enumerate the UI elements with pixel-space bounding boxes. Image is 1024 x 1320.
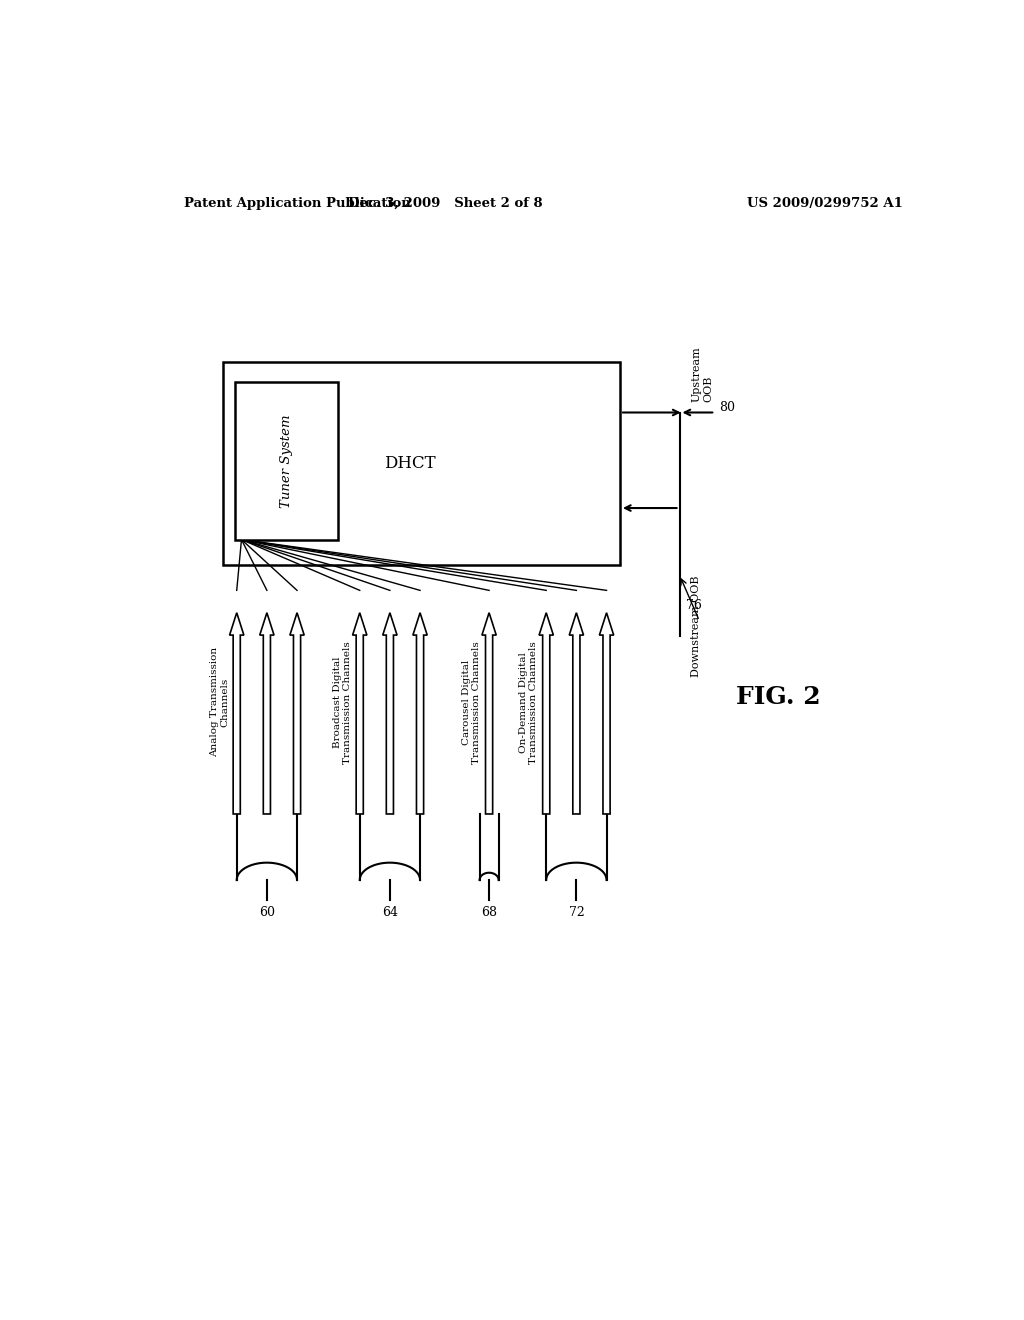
FancyArrow shape <box>260 612 274 814</box>
Text: DHCT: DHCT <box>384 455 435 471</box>
Text: Broadcast Digital
Transmission Channels: Broadcast Digital Transmission Channels <box>333 640 352 763</box>
Text: Carousel Digital
Transmission Channels: Carousel Digital Transmission Channels <box>462 640 481 763</box>
Text: Upstream
OOB: Upstream OOB <box>691 347 713 403</box>
FancyArrow shape <box>383 612 397 814</box>
Text: Dec. 3, 2009   Sheet 2 of 8: Dec. 3, 2009 Sheet 2 of 8 <box>348 197 543 210</box>
FancyArrow shape <box>352 612 367 814</box>
FancyArrow shape <box>290 612 304 814</box>
Text: 76: 76 <box>686 599 701 612</box>
Text: 68: 68 <box>481 906 497 919</box>
Text: Tuner System: Tuner System <box>281 414 293 508</box>
FancyArrow shape <box>599 612 613 814</box>
Bar <box>236 381 338 540</box>
FancyArrow shape <box>539 612 553 814</box>
FancyArrow shape <box>229 612 244 814</box>
Text: Analog Transmission
Channels: Analog Transmission Channels <box>210 647 229 758</box>
Text: US 2009/0299752 A1: US 2009/0299752 A1 <box>748 197 903 210</box>
FancyArrow shape <box>482 612 497 814</box>
Text: 80: 80 <box>719 401 735 414</box>
Text: 64: 64 <box>382 906 398 919</box>
Text: On-Demand Digital
Transmission Channels: On-Demand Digital Transmission Channels <box>519 640 539 763</box>
Text: 60: 60 <box>259 906 274 919</box>
Text: Patent Application Publication: Patent Application Publication <box>183 197 411 210</box>
FancyArrow shape <box>413 612 427 814</box>
Text: 72: 72 <box>568 906 585 919</box>
Text: FIG. 2: FIG. 2 <box>736 685 821 709</box>
Bar <box>223 362 621 565</box>
FancyArrow shape <box>569 612 584 814</box>
Text: Downstream OOB: Downstream OOB <box>691 576 701 677</box>
